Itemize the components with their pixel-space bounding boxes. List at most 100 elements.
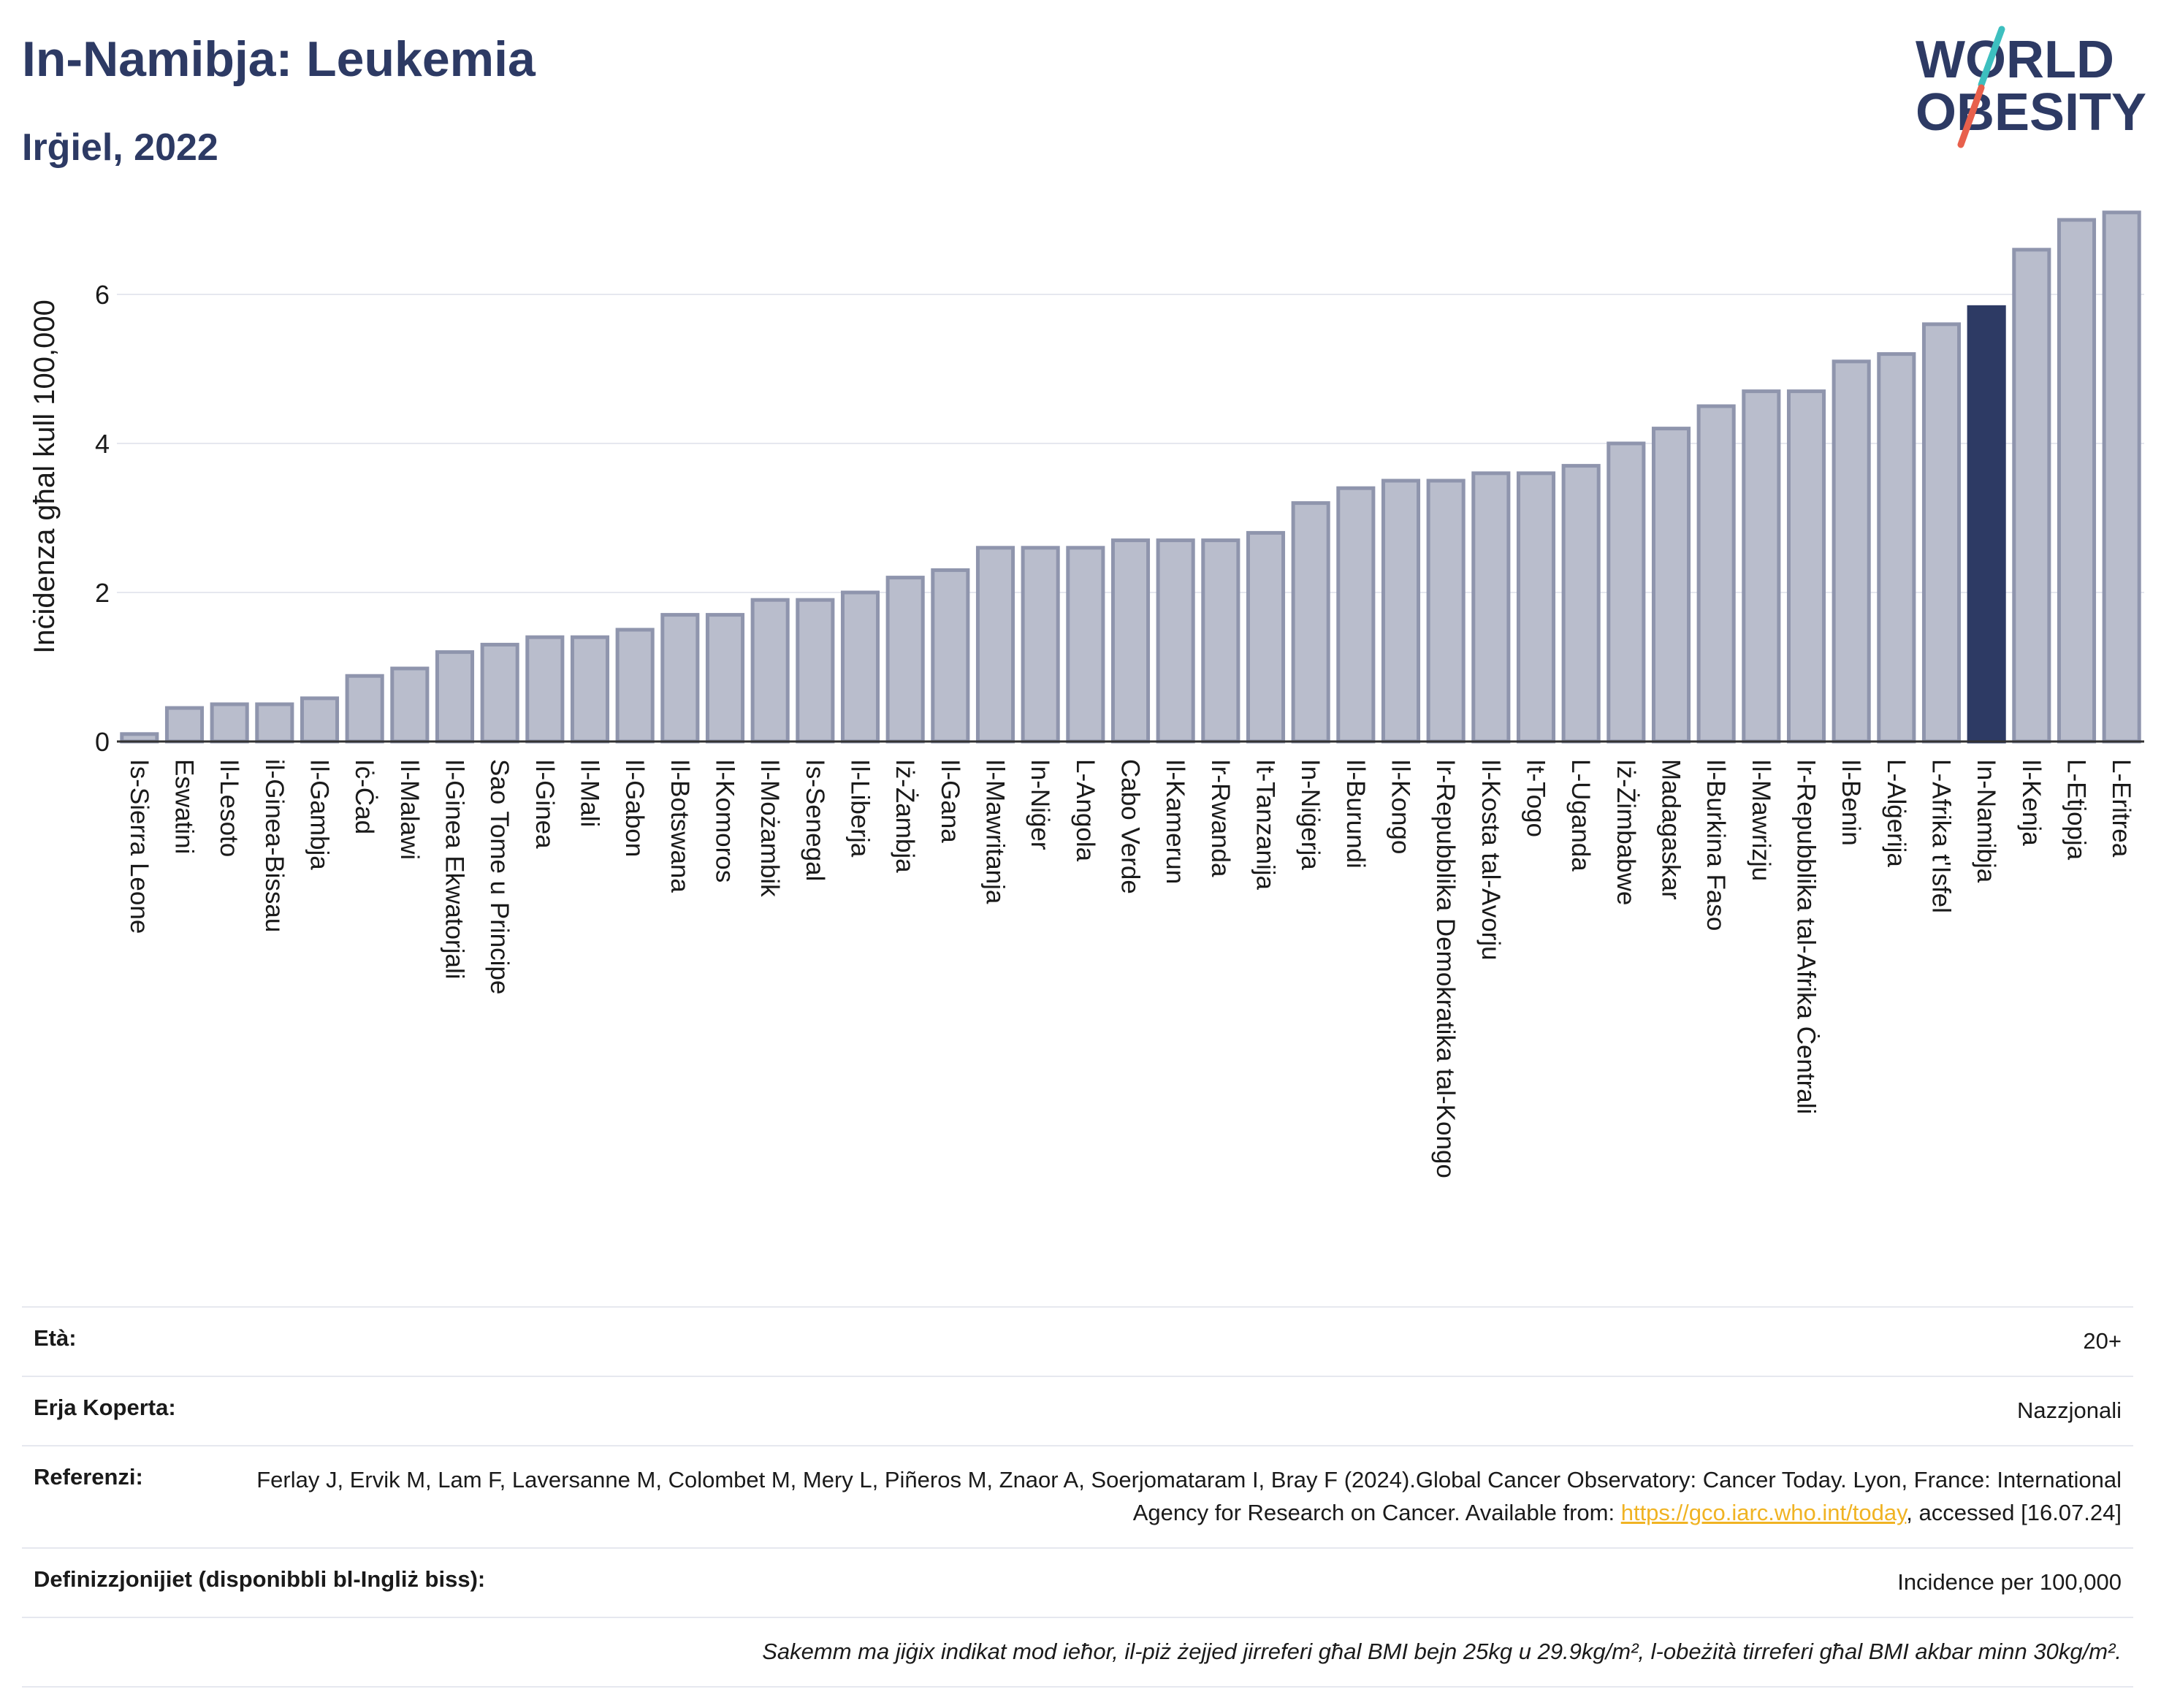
x-tick-label: Il-Mawritanja <box>981 759 1010 904</box>
references-label: Referenzi: <box>34 1463 143 1490</box>
bar-country <box>1786 389 1826 744</box>
page-subtitle: Irġiel, 2022 <box>22 126 218 169</box>
x-tick-label: Il-Komoros <box>711 759 739 882</box>
x-tick-label: Ir-Repubblika tal-Afrika Ċentrali <box>1792 759 1821 1114</box>
area-value: Nazzjonali <box>2016 1397 2122 1423</box>
x-tick-label: Il-Kenja <box>2017 759 2046 846</box>
bar-country <box>1742 389 1781 744</box>
bar-country <box>1201 538 1240 744</box>
x-tick-label: Iż-Żimbabwe <box>1612 759 1640 905</box>
definitions-value: Incidence per 100,000 <box>1897 1568 2122 1595</box>
x-tick-label: Ir-Rwanda <box>1206 759 1235 877</box>
bar-country <box>975 546 1015 744</box>
bar-country <box>1832 359 1871 744</box>
bar-country <box>750 598 790 744</box>
page-title: In-Namibja: Leukemia <box>22 31 536 87</box>
y-tick-label: 0 <box>95 727 110 757</box>
x-tick-label: Il-Gabon <box>620 759 649 857</box>
bar-country <box>300 696 340 744</box>
x-tick-label: Il-Ginea Ekwatorjali <box>441 759 469 980</box>
bar-country <box>705 613 745 744</box>
x-tick-label: Eswatini <box>170 759 199 854</box>
bar-country <box>1651 427 1691 744</box>
x-tick-label: Iċ-Ċad <box>350 759 378 834</box>
y-tick-label: 6 <box>95 280 110 310</box>
x-tick-label: Il-Lesoto <box>215 759 243 857</box>
x-tick-label: Il-Malawi <box>395 759 424 860</box>
bar-country <box>2012 248 2051 744</box>
references-value: Ferlay J, Ervik M, Lam F, Laversanne M, … <box>187 1464 2122 1530</box>
x-tick-label: It-Togo <box>1522 759 1550 837</box>
x-tick-label: Il-Kamerun <box>1161 759 1189 884</box>
x-tick-label: Il-Mawrizju <box>1747 759 1775 881</box>
x-tick-label: Il-Burkina Faso <box>1701 759 1730 931</box>
logo-slash-red <box>1957 84 1985 148</box>
x-tick-label: Il-Możambik <box>755 759 784 897</box>
bar-country <box>1381 479 1421 744</box>
y-tick-label: 2 <box>95 578 110 608</box>
references-text: Ferlay J, Ervik M, Lam F, Laversanne M, … <box>256 1466 2122 1525</box>
x-tick-label: Iż-Żambja <box>891 759 919 873</box>
bar-country <box>480 642 519 744</box>
x-tick-label: In-Niġer <box>1026 759 1054 850</box>
info-row-area: Erja Koperta: Nazzjonali <box>22 1375 2133 1445</box>
bar-country <box>1921 322 1962 744</box>
bar-country <box>1516 471 1556 744</box>
bar-country <box>1561 464 1601 744</box>
bar-country <box>390 666 430 744</box>
bar-country <box>615 628 655 744</box>
bar-chart: 0 2 4 6 Is-Sierra Leone Eswatini Il-Lesoto il-… <box>28 210 2144 1178</box>
x-tick-label: Il-Burundi <box>1341 759 1370 869</box>
x-tick-label: Is-Sierra Leone <box>125 759 153 934</box>
bar-country <box>1110 538 1151 744</box>
bar-country <box>1246 530 1286 744</box>
x-tick-label: Il-Gana <box>936 759 964 843</box>
x-tick-label: L-Etjopja <box>2062 759 2091 861</box>
x-tick-label: L-Angola <box>1071 759 1099 862</box>
bar-country <box>525 635 565 744</box>
info-row-age: Età: 20+ <box>22 1306 2133 1376</box>
x-tick-label: L-Eritrea <box>2107 759 2135 858</box>
bar-country <box>2057 218 2097 744</box>
references-link[interactable]: https://gco.iarc.who.int/today <box>1620 1499 1907 1525</box>
x-tick-label: Il-Kongo <box>1387 759 1415 854</box>
x-tick-label: L-Afrika t'Isfel <box>1927 759 1956 913</box>
bar-country <box>1021 546 1060 744</box>
bar-country <box>660 613 700 744</box>
x-tick-label: It-Tanzanija <box>1251 759 1280 891</box>
bar-country <box>885 576 925 744</box>
x-tick-label: Il-Gambja <box>305 759 334 870</box>
x-tick-label: Il-Benin <box>1837 759 1865 846</box>
logo-slash-teal <box>1978 26 2005 88</box>
x-tick-label: Il-Liberja <box>846 759 874 858</box>
bar-country <box>1336 486 1376 744</box>
bar-country <box>255 702 294 744</box>
x-tick-label: Is-Senegal <box>801 759 829 881</box>
x-tick-label: Il-Botswana <box>666 759 694 893</box>
bar-country <box>1607 441 1646 744</box>
bar-country <box>2102 210 2141 744</box>
x-tick-label: Il-Kosta tal-Avorju <box>1476 759 1505 961</box>
bar-country <box>1291 501 1330 744</box>
bar-country <box>840 590 880 744</box>
footnote: Sakemm ma jiġix indikat mod ieħor, il-pi… <box>762 1638 2122 1664</box>
bar-country <box>1471 471 1511 744</box>
references-accessed: , accessed [16.07.24] <box>1906 1499 2122 1525</box>
x-tick-label: Sao Tome u Principe <box>485 759 514 994</box>
age-label: Età: <box>34 1325 77 1351</box>
x-tick-label: il-Ginea-Bissau <box>260 759 289 932</box>
x-tick-label: L-Uganda <box>1566 759 1595 872</box>
bar-country <box>1066 546 1105 744</box>
logo-line-1: WORLD <box>1916 31 2114 89</box>
x-tick-label: Il-Mali <box>576 759 604 827</box>
definitions-label: Definizzjonijiet (disponibbli bl-Ingliż … <box>34 1566 486 1592</box>
bar-country <box>210 702 249 744</box>
bar-country <box>796 598 835 744</box>
x-tick-label: Ir-Repubblika Demokratika tal-Kongo <box>1431 759 1460 1178</box>
bar-country <box>1426 479 1466 744</box>
info-row-definitions: Definizzjonijiet (disponibbli bl-Ingliż … <box>22 1547 2133 1617</box>
x-tick-label: In-Niġerja <box>1296 759 1325 870</box>
x-tick-label: In-Namibja <box>1972 759 2000 883</box>
bar-country <box>1696 404 1736 744</box>
bar-country <box>1877 352 1916 744</box>
